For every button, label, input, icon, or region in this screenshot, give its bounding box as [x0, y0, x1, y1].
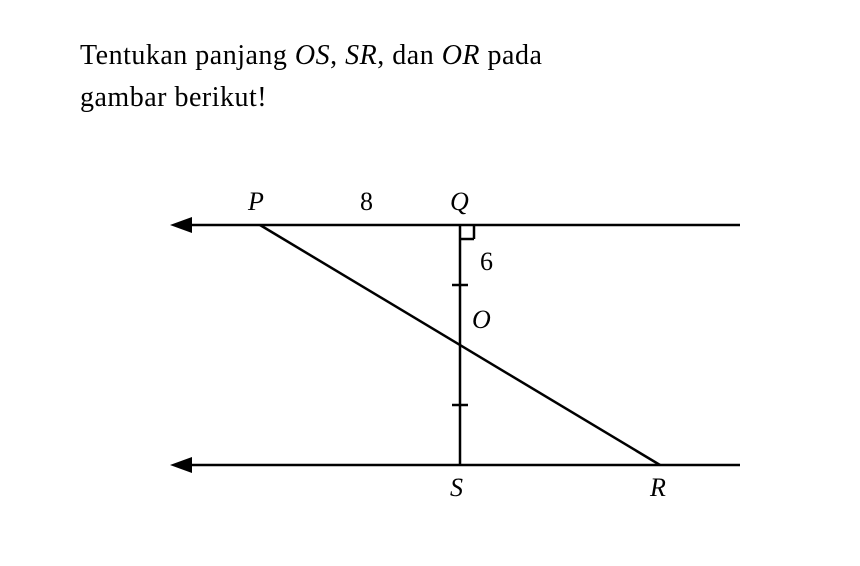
text-line2: gambar berikut! [80, 82, 267, 113]
problem-statement: Tentukan panjang OS, SR, dan OR pada gam… [80, 35, 800, 119]
label-p: P [248, 187, 264, 217]
text-p2: pada [480, 40, 542, 71]
label-r: R [650, 473, 666, 503]
text-p1: Tentukan panjang [80, 40, 295, 71]
geometry-diagram: P 8 Q 6 O S R [150, 165, 750, 505]
label-o: O [472, 305, 491, 335]
var-or: OR [442, 40, 480, 71]
label-s: S [450, 473, 463, 503]
var-sr: SR [345, 40, 377, 71]
sep1: , [330, 40, 345, 71]
label-eight: 8 [360, 187, 373, 217]
sep2: , dan [377, 40, 441, 71]
label-q: Q [450, 187, 469, 217]
var-os: OS [295, 40, 330, 71]
label-six: 6 [480, 247, 493, 277]
